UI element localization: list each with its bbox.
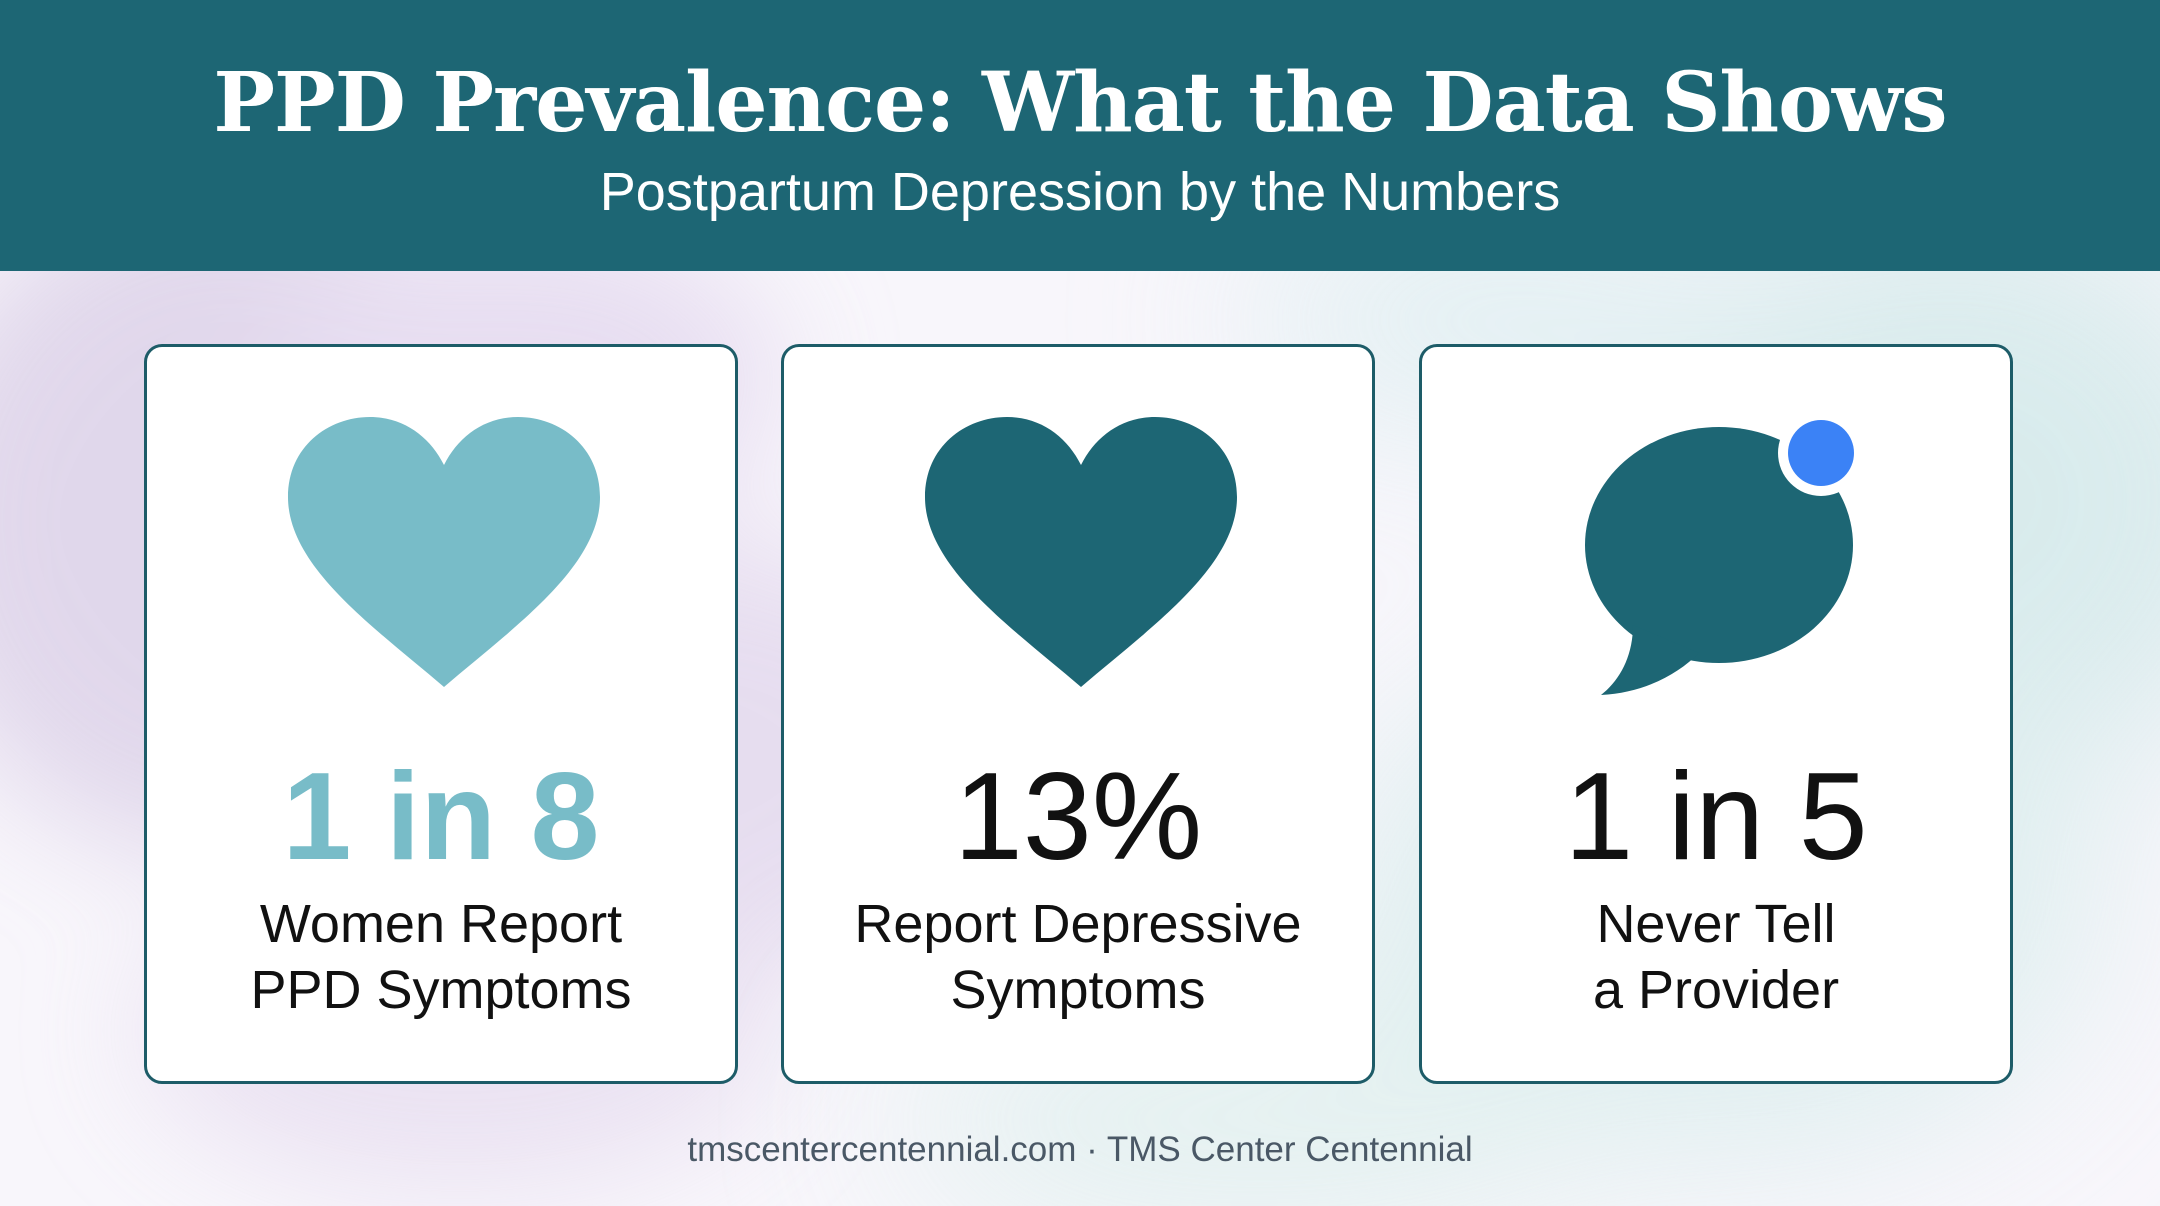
header-banner: PPD Prevalence: What the Data Shows Post… <box>0 0 2160 271</box>
stat-label-line: a Provider <box>1592 960 1840 1020</box>
stat-label-line: Women Report <box>259 894 623 954</box>
heart-icon <box>925 417 1237 687</box>
speech-bubble-notification-icon <box>1585 417 1864 695</box>
stat-label: Report Depressive Symptoms <box>784 891 1372 1023</box>
stat-label-line: Symptoms <box>950 960 1206 1020</box>
stat-label-line: Never Tell <box>1596 894 1836 954</box>
page-title: PPD Prevalence: What the Data Shows <box>213 55 1947 151</box>
stat-value: 13% <box>953 748 1203 886</box>
stat-label: Women Report PPD Symptoms <box>147 891 735 1023</box>
footer-credit: tmscentercentennial.com · TMS Center Cen… <box>687 1130 1473 1169</box>
page-subtitle: Postpartum Depression by the Numbers <box>599 162 1561 222</box>
stat-label-line: Report Depressive <box>854 894 1302 954</box>
stat-label: Never Tell a Provider <box>1422 891 2010 1023</box>
stat-card-1-in-5: 1 in 5 Never Tell a Provider <box>1419 344 2013 1084</box>
stat-label-line: PPD Symptoms <box>250 960 632 1020</box>
stat-card-13-percent: 13% Report Depressive Symptoms <box>781 344 1375 1084</box>
heart-icon <box>288 417 600 687</box>
stat-value: 1 in 8 <box>282 748 600 886</box>
stat-card-1-in-8: 1 in 8 Women Report PPD Symptoms <box>144 344 738 1084</box>
stat-value: 1 in 5 <box>1564 748 1868 886</box>
